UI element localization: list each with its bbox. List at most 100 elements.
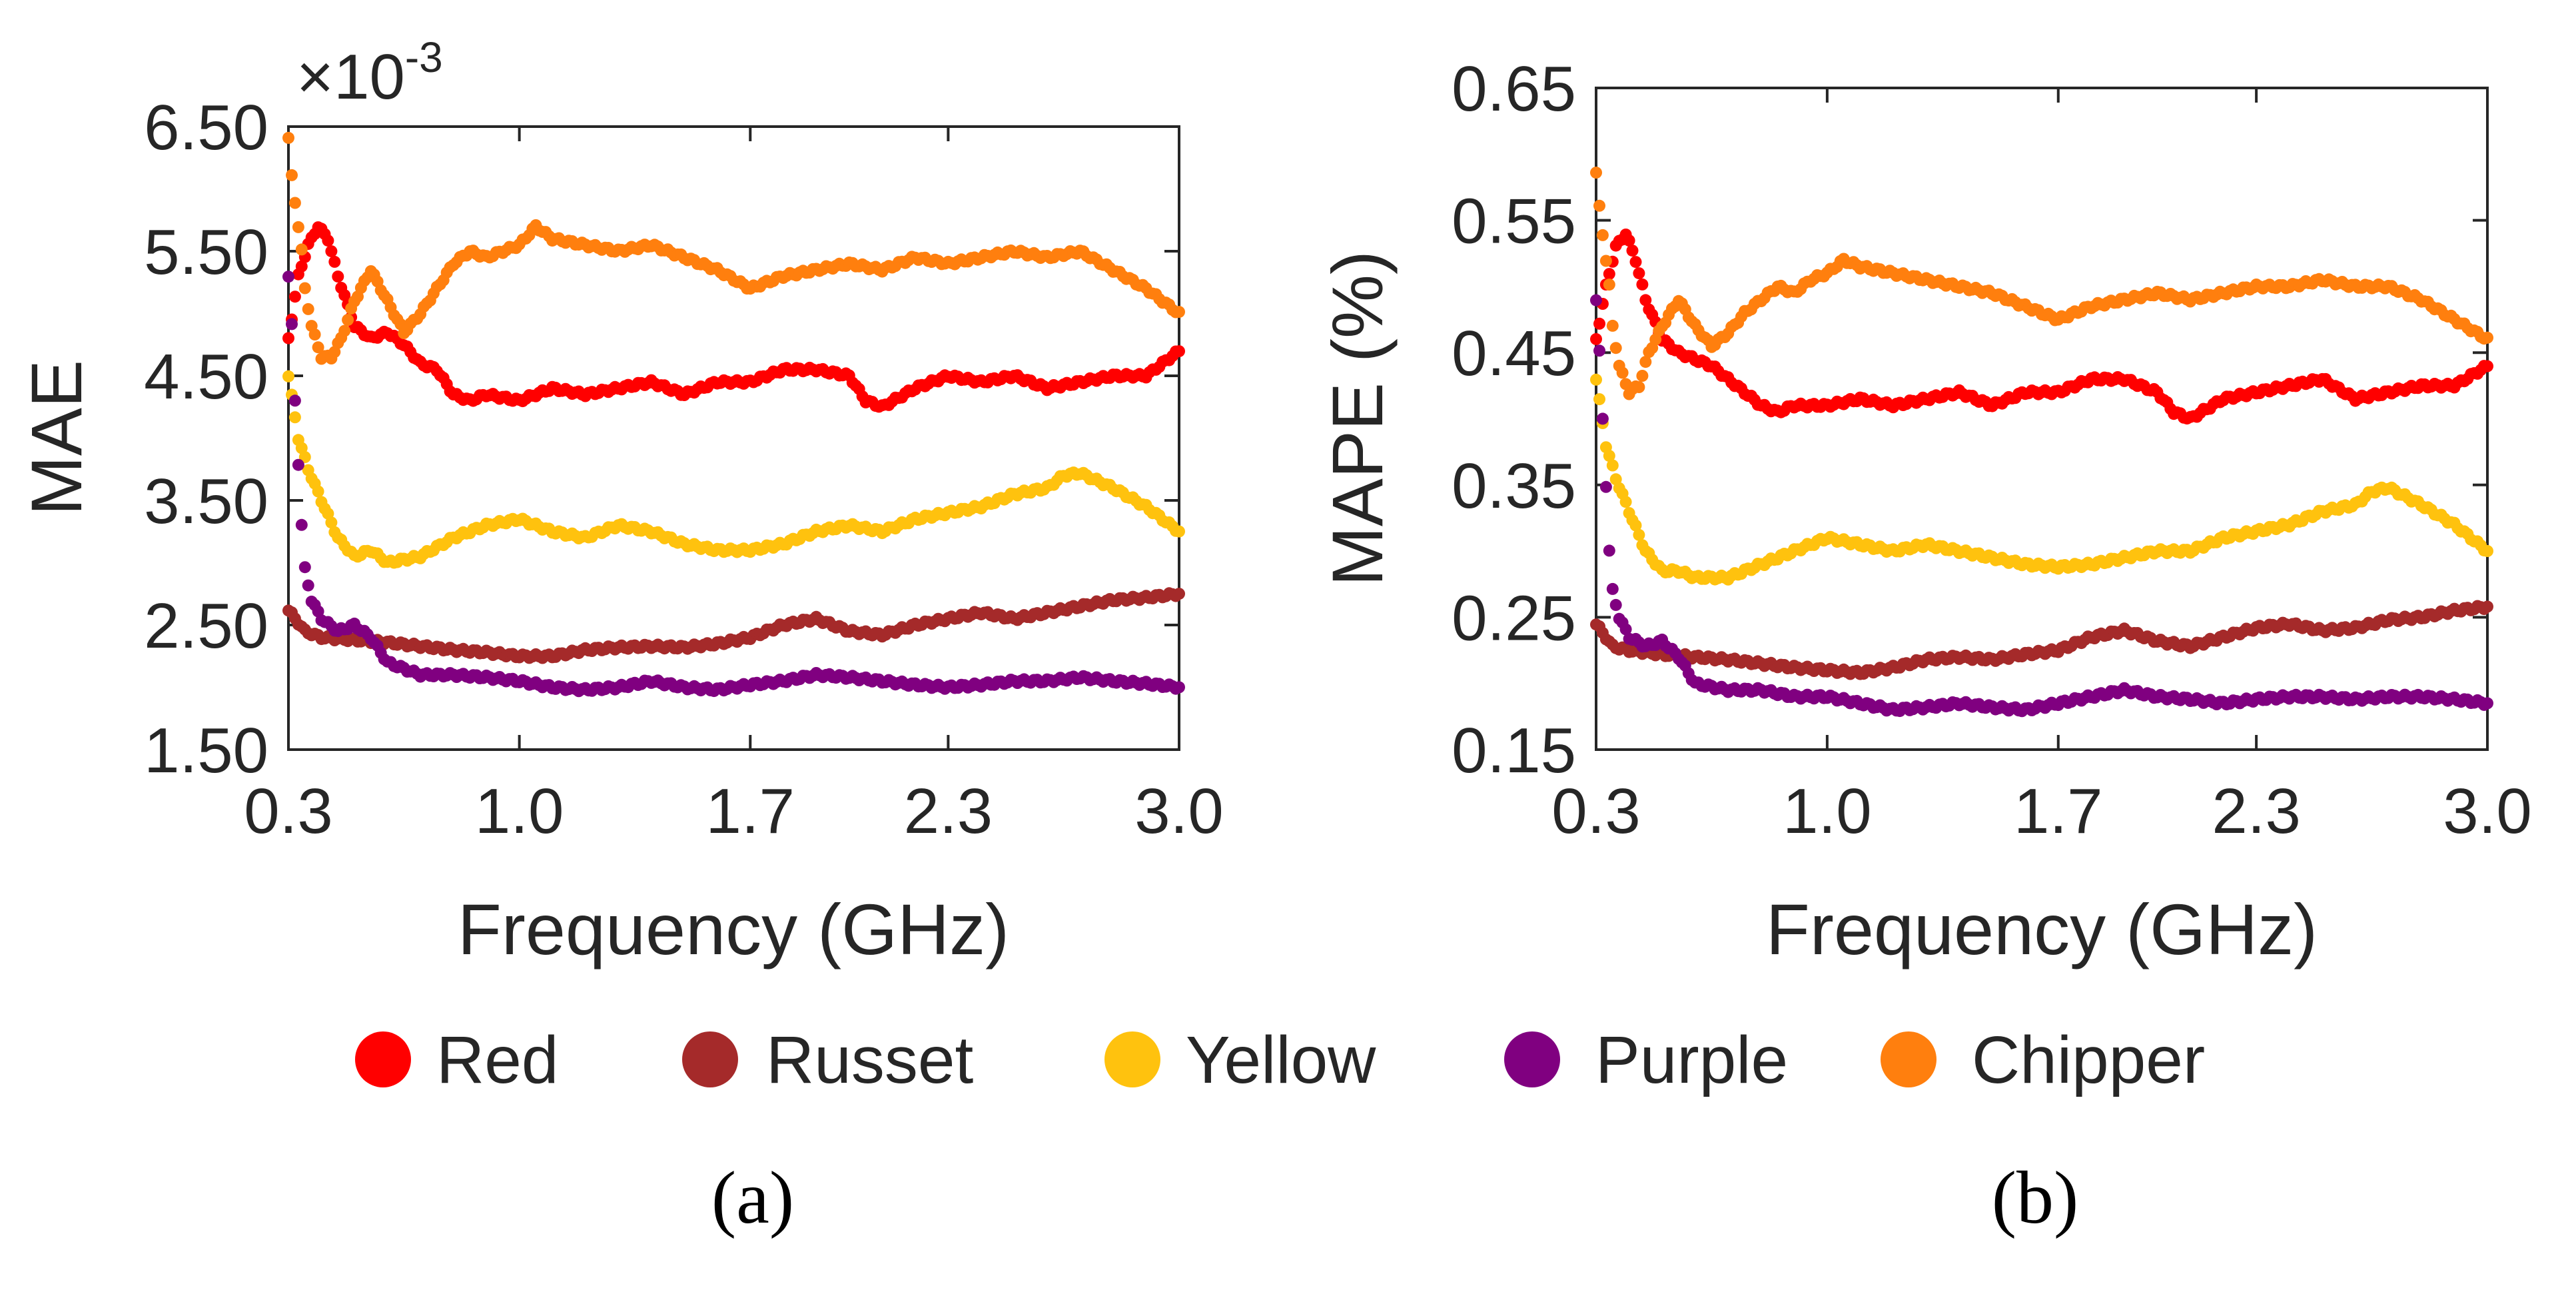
series-purple-b <box>1590 294 2493 718</box>
data-point <box>295 442 308 454</box>
legend-marker-russet <box>682 1031 738 1087</box>
data-point <box>282 131 294 144</box>
data-point <box>1593 393 1605 406</box>
data-point <box>2481 360 2493 372</box>
data-point <box>1590 294 1602 307</box>
y-tick-label-b: 0.15 <box>1452 715 1576 786</box>
y-tick-label-b: 0.45 <box>1452 318 1576 389</box>
y-axis-label-b: MAPE (%) <box>1317 251 1398 586</box>
chart-panel-b: 0.3 1.0 1.7 2.3 3.00.150.250.350.450.550.65 … <box>1317 53 2532 1239</box>
x-tick-label-a: 1.0 <box>475 776 564 847</box>
legend-marker-yellow <box>1104 1031 1160 1087</box>
x-axis-label-a: Frequency (GHz) <box>458 889 1009 969</box>
data-point <box>338 324 351 337</box>
data-point <box>1636 370 1649 382</box>
legend-label-chipper: Chipper <box>1972 1023 2205 1097</box>
data-point <box>332 271 344 283</box>
x-tick-label-b: 0.3 <box>1551 776 1640 847</box>
data-point <box>1623 235 1635 247</box>
data-point <box>288 394 301 407</box>
data-point <box>1606 319 1619 332</box>
data-point <box>1599 480 1612 493</box>
y-tick-label-b: 0.35 <box>1452 450 1576 522</box>
data-point <box>342 314 354 326</box>
series-red-b <box>1590 229 2493 425</box>
y-tick-label-b: 0.65 <box>1452 53 1576 125</box>
data-point <box>298 282 311 295</box>
data-point <box>325 516 338 529</box>
data-point <box>1633 528 1645 541</box>
series-yellow-a <box>282 370 1185 569</box>
data-point <box>1603 450 1615 462</box>
data-point <box>1609 598 1622 611</box>
data-point <box>338 289 351 301</box>
x-axis-label-b: Frequency (GHz) <box>1766 889 2318 969</box>
data-point <box>328 255 341 268</box>
data-point <box>292 221 304 233</box>
data-point <box>1616 366 1629 379</box>
data-point <box>1173 681 1185 694</box>
legend: Red Russet Yellow Purple Chipper <box>355 1023 2205 1097</box>
data-point <box>312 341 324 354</box>
legend-label-red: Red <box>436 1023 558 1097</box>
panel-label-a: (a) <box>711 1157 794 1239</box>
data-point <box>1173 588 1185 600</box>
data-point <box>1599 255 1612 267</box>
series-russet-a <box>282 587 1185 664</box>
data-point <box>325 245 338 258</box>
x-tick-label-a: 0.3 <box>244 776 332 847</box>
x-tick-label-a: 1.7 <box>706 776 795 847</box>
data-point <box>292 458 304 471</box>
data-point <box>308 328 321 340</box>
y-tick-label-a: 6.50 <box>144 92 268 163</box>
data-point <box>1639 356 1652 368</box>
x-tick-label-b: 1.7 <box>2014 776 2102 847</box>
data-point <box>1593 344 1605 357</box>
legend-label-russet: Russet <box>766 1023 973 1097</box>
x-tick-label-b: 1.0 <box>1783 776 1871 847</box>
data-point <box>302 579 314 592</box>
data-point <box>282 370 294 382</box>
data-point <box>1603 268 1615 281</box>
data-point <box>1639 294 1652 307</box>
data-point <box>282 271 294 283</box>
data-point <box>1173 345 1185 358</box>
data-point <box>1590 332 1602 345</box>
data-point <box>1173 525 1185 538</box>
y-axis-label-a: MAE <box>16 360 97 516</box>
data-point <box>2481 600 2493 613</box>
data-point <box>295 260 308 273</box>
data-point <box>288 291 301 303</box>
data-point <box>288 411 301 424</box>
data-point <box>1596 229 1609 241</box>
data-point <box>1173 306 1185 319</box>
data-point <box>1593 317 1605 330</box>
data-points-b <box>1590 167 2493 718</box>
ticks-a: 0.3 1.0 1.7 2.3 3.0 1.50 2.50 3.50 4.50 5.50 6.50 <box>144 92 1224 847</box>
x-tick-label-b: 2.3 <box>2212 776 2300 847</box>
exponent-label: ×10-3 <box>296 33 443 113</box>
data-point <box>295 518 308 531</box>
data-point <box>1629 519 1642 532</box>
data-point <box>1590 373 1602 386</box>
data-points-a <box>282 131 1185 698</box>
y-tick-label-a: 3.50 <box>144 466 268 537</box>
data-point <box>1626 245 1639 257</box>
data-point <box>298 451 311 463</box>
y-tick-label-a: 2.50 <box>144 590 268 662</box>
data-point <box>1619 623 1632 636</box>
series-red-a <box>282 221 1185 413</box>
data-point <box>1606 582 1619 595</box>
ticks-b: 0.3 1.0 1.7 2.3 3.0 0.15 0.25 0.35 0.45 0.55 0.65 <box>1452 53 2532 847</box>
series-chipper-b <box>1590 167 2493 400</box>
y-tick-label-a: 1.50 <box>144 715 268 786</box>
x-tick-label-a: 3.0 <box>1134 776 1223 847</box>
data-point <box>286 318 298 330</box>
data-point <box>2481 331 2493 344</box>
data-point <box>286 169 298 181</box>
data-point <box>312 485 324 498</box>
legend-marker-chipper <box>1881 1031 1936 1087</box>
series-yellow-b <box>1590 373 2493 586</box>
data-point <box>295 243 308 256</box>
